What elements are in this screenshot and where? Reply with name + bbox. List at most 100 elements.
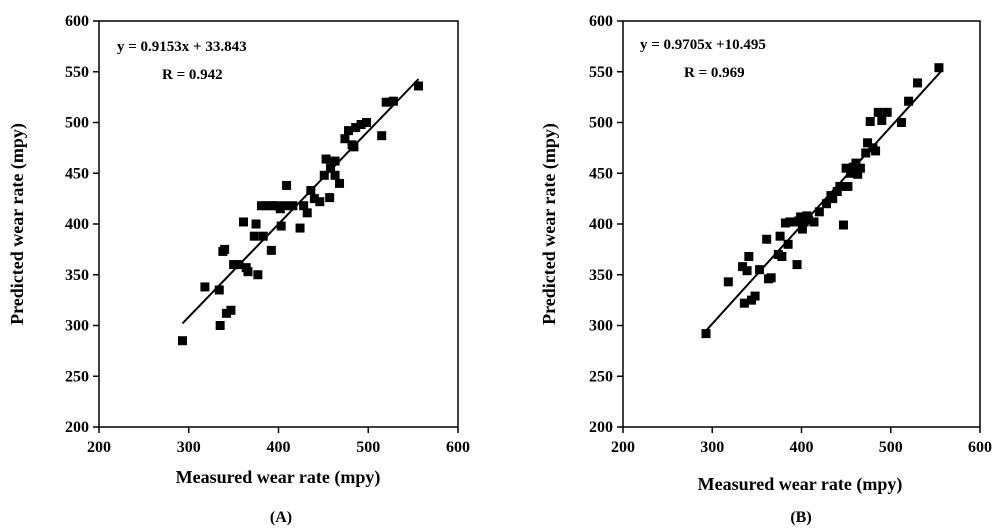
data-point [744, 251, 754, 261]
data-point [258, 231, 268, 241]
x-axis-label-b: Measured wear rate (mpy) [698, 474, 903, 495]
data-point [276, 221, 286, 231]
data-point [266, 245, 276, 255]
data-point [777, 251, 787, 261]
data-point [330, 170, 340, 180]
data-point [796, 212, 806, 222]
data-point [295, 223, 305, 233]
data-point [299, 201, 309, 211]
y-axis-ticks-a: 200 250 300 350 400 450 500 550 600 [65, 13, 99, 436]
data-point [762, 234, 772, 244]
y-tick-label: 450 [589, 165, 613, 182]
panel-label-b: (B) [790, 509, 811, 526]
data-point [215, 321, 225, 330]
r-value-b: R = 0.969 [684, 65, 745, 81]
panel-label-a: (A) [270, 509, 292, 526]
y-tick-label: 200 [589, 419, 613, 436]
data-point [309, 194, 319, 204]
data-point [326, 163, 336, 173]
x-tick-label: 500 [356, 439, 380, 456]
x-tick-label: 600 [968, 439, 992, 456]
data-point [282, 180, 292, 190]
y-tick-label: 400 [589, 216, 613, 233]
y-tick-label: 500 [589, 115, 613, 132]
data-point [335, 178, 345, 188]
data-point [238, 217, 248, 227]
data-point [701, 329, 711, 339]
data-point [214, 285, 224, 295]
data-point [325, 193, 335, 203]
data-point [200, 282, 210, 292]
data-point [315, 197, 325, 207]
data-point [381, 97, 391, 107]
data-point [832, 187, 842, 197]
data-point [750, 291, 760, 301]
data-point [882, 107, 892, 117]
y-tick-label: 550 [65, 64, 89, 81]
data-point [349, 142, 359, 152]
y-tick-label: 450 [65, 165, 89, 182]
data-point [739, 298, 749, 308]
data-point [865, 116, 875, 126]
data-point [861, 148, 871, 158]
data-point [843, 181, 853, 191]
data-point [321, 154, 331, 164]
data-point [280, 201, 290, 211]
data-point [226, 305, 236, 315]
data-point [742, 266, 752, 276]
data-point [792, 260, 802, 270]
data-point [775, 231, 785, 241]
y-tick-label: 350 [589, 267, 613, 284]
r-value-a: R = 0.942 [162, 67, 223, 83]
scatter-panel-b: 200 250 300 350 400 450 500 550 600 200 300 400 500… [539, 13, 992, 526]
x-tick-label: 300 [177, 439, 201, 456]
y-tick-label: 400 [65, 216, 89, 233]
data-point [853, 169, 863, 179]
data-point [797, 224, 807, 234]
x-tick-label: 400 [790, 439, 814, 456]
data-point [249, 231, 259, 241]
data-point [243, 267, 253, 277]
data-point [896, 118, 906, 127]
data-point [319, 170, 329, 180]
y-tick-label: 500 [65, 115, 89, 132]
data-point [377, 131, 387, 141]
y-tick-label: 600 [65, 13, 89, 30]
y-tick-label: 250 [65, 368, 89, 385]
data-point [234, 260, 244, 270]
data-point [288, 201, 298, 211]
data-point [855, 163, 865, 173]
x-axis-label-a: Measured wear rate (mpy) [176, 467, 381, 488]
data-point [177, 336, 187, 346]
data-point [873, 107, 883, 117]
x-tick-label: 200 [87, 439, 111, 456]
data-point [809, 217, 819, 227]
data-point [229, 260, 239, 270]
equation-b: y = 0.9705x +10.495 [640, 37, 766, 53]
data-point [755, 265, 765, 275]
data-point [913, 78, 923, 88]
scatter-panel-a: 200 250 300 350 400 450 500 550 600 200 300 400 500… [7, 13, 470, 526]
data-point [835, 181, 845, 191]
data-points-a [177, 81, 424, 346]
data-point [361, 118, 371, 127]
data-point [262, 201, 272, 211]
x-tick-label: 200 [611, 439, 635, 456]
data-point [414, 81, 424, 91]
data-point [344, 126, 354, 136]
data-point [351, 123, 361, 133]
data-point [934, 63, 944, 73]
x-axis-ticks-b: 200 300 400 500 600 [611, 427, 992, 456]
data-point [783, 239, 793, 249]
y-axis-label-a: Predicted wear rate (mpy) [7, 123, 28, 325]
x-tick-label: 400 [267, 439, 291, 456]
data-point [871, 146, 881, 156]
data-point [814, 207, 824, 217]
data-point [846, 168, 856, 178]
equation-a: y = 0.9153x + 33.843 [117, 39, 247, 55]
y-tick-label: 600 [589, 13, 613, 30]
data-point [838, 220, 848, 230]
data-point [821, 199, 831, 209]
data-point [330, 156, 340, 166]
